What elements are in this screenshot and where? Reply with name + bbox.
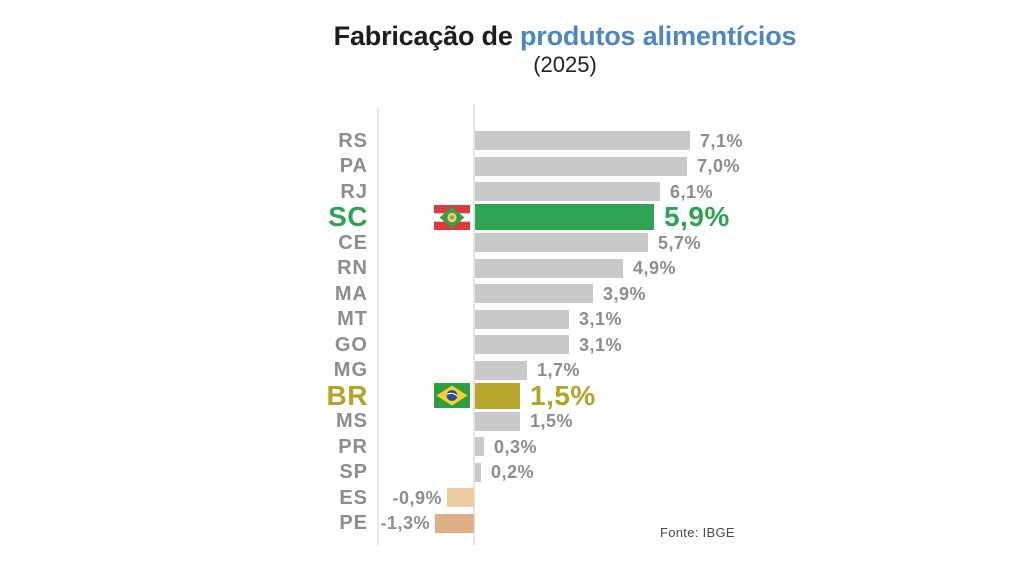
row-label-go: GO — [334, 333, 368, 356]
row-label-rj: RJ — [340, 180, 368, 203]
santa-catarina-flag-icon — [434, 204, 470, 230]
bar-sp — [475, 462, 481, 482]
row-label-sp: SP — [339, 461, 368, 484]
row-label-mg: MG — [333, 359, 368, 382]
row-label-ma: MA — [334, 282, 368, 305]
chart-subtitle: (2025) — [533, 52, 597, 77]
value-sc: 5,9% — [664, 201, 730, 233]
row-label-sc: SC — [328, 201, 368, 233]
value-rj: 6,1% — [670, 181, 714, 202]
value-pr: 0,3% — [494, 436, 538, 457]
row-label-es: ES — [339, 486, 368, 509]
bar-go — [475, 335, 569, 355]
row-label-ms: MS — [336, 410, 368, 433]
bar-row-sc: SC 5,9% — [0, 201, 1024, 233]
bar-mt — [475, 309, 569, 329]
bar-row-rj: RJ 6,1% — [0, 179, 1024, 205]
chart-title: Fabricação de produtos alimentícios — [106, 21, 1024, 52]
bar-ms — [475, 411, 520, 431]
bar-rn — [475, 258, 623, 278]
value-rs: 7,1% — [700, 130, 744, 151]
bar-row-pe: PE -1,3% — [0, 511, 1024, 537]
bar-row-ma: MA 3,9% — [0, 281, 1024, 307]
bar-ma — [475, 284, 593, 304]
bar-pa — [475, 156, 687, 176]
value-ma: 3,9% — [603, 283, 647, 304]
label-separator-line — [377, 108, 379, 545]
bar-row-pa: PA 7,0% — [0, 154, 1024, 180]
bar-sc — [475, 204, 654, 231]
bar-row-rn: RN 4,9% — [0, 256, 1024, 282]
row-label-pa: PA — [339, 155, 368, 178]
bar-br — [475, 382, 520, 409]
bar-pr — [475, 437, 484, 457]
bar-row-ms: MS 1,5% — [0, 409, 1024, 435]
value-pe: -1,3% — [380, 513, 430, 534]
bar-ce — [475, 233, 648, 253]
brazil-flag-icon — [434, 383, 470, 408]
value-go: 3,1% — [579, 334, 623, 355]
zero-axis-line — [473, 104, 475, 545]
bar-mg — [475, 360, 527, 380]
value-es: -0,9% — [392, 487, 442, 508]
bar-row-rs: RS 7,1% — [0, 128, 1024, 154]
bar-row-go: GO 3,1% — [0, 332, 1024, 358]
bar-row-ce: CE 5,7% — [0, 230, 1024, 256]
value-sp: 0,2% — [491, 462, 535, 483]
chart-title-blue: produtos alimentícios — [519, 21, 797, 51]
row-label-rn: RN — [337, 257, 368, 280]
value-ce: 5,7% — [658, 232, 702, 253]
bar-row-pr: PR 0,3% — [0, 434, 1024, 460]
row-label-pr: PR — [338, 435, 368, 458]
row-label-pe: PE — [339, 512, 368, 535]
bar-pe — [435, 513, 474, 533]
value-pa: 7,0% — [697, 156, 741, 177]
row-label-mt: MT — [337, 308, 368, 331]
row-label-br: BR — [326, 379, 368, 411]
bar-rs — [475, 131, 690, 151]
bar-rj — [475, 182, 660, 202]
source-note: Fonte: IBGE — [660, 525, 735, 540]
bar-row-es: ES -0,9% — [0, 485, 1024, 511]
bar-row-sp: SP 0,2% — [0, 460, 1024, 486]
value-br: 1,5% — [530, 379, 596, 411]
row-label-rs: RS — [338, 129, 368, 152]
bar-es — [447, 488, 474, 508]
value-mt: 3,1% — [579, 309, 623, 330]
bar-row-mg: MG 1,7% — [0, 358, 1024, 384]
bar-row-br: BR 1,5% — [0, 379, 1024, 411]
row-label-ce: CE — [338, 231, 368, 254]
chart-title-black: Fabricação de — [333, 21, 513, 51]
value-mg: 1,7% — [537, 360, 581, 381]
value-ms: 1,5% — [530, 411, 574, 432]
value-rn: 4,9% — [633, 258, 677, 279]
bar-row-mt: MT 3,1% — [0, 307, 1024, 333]
